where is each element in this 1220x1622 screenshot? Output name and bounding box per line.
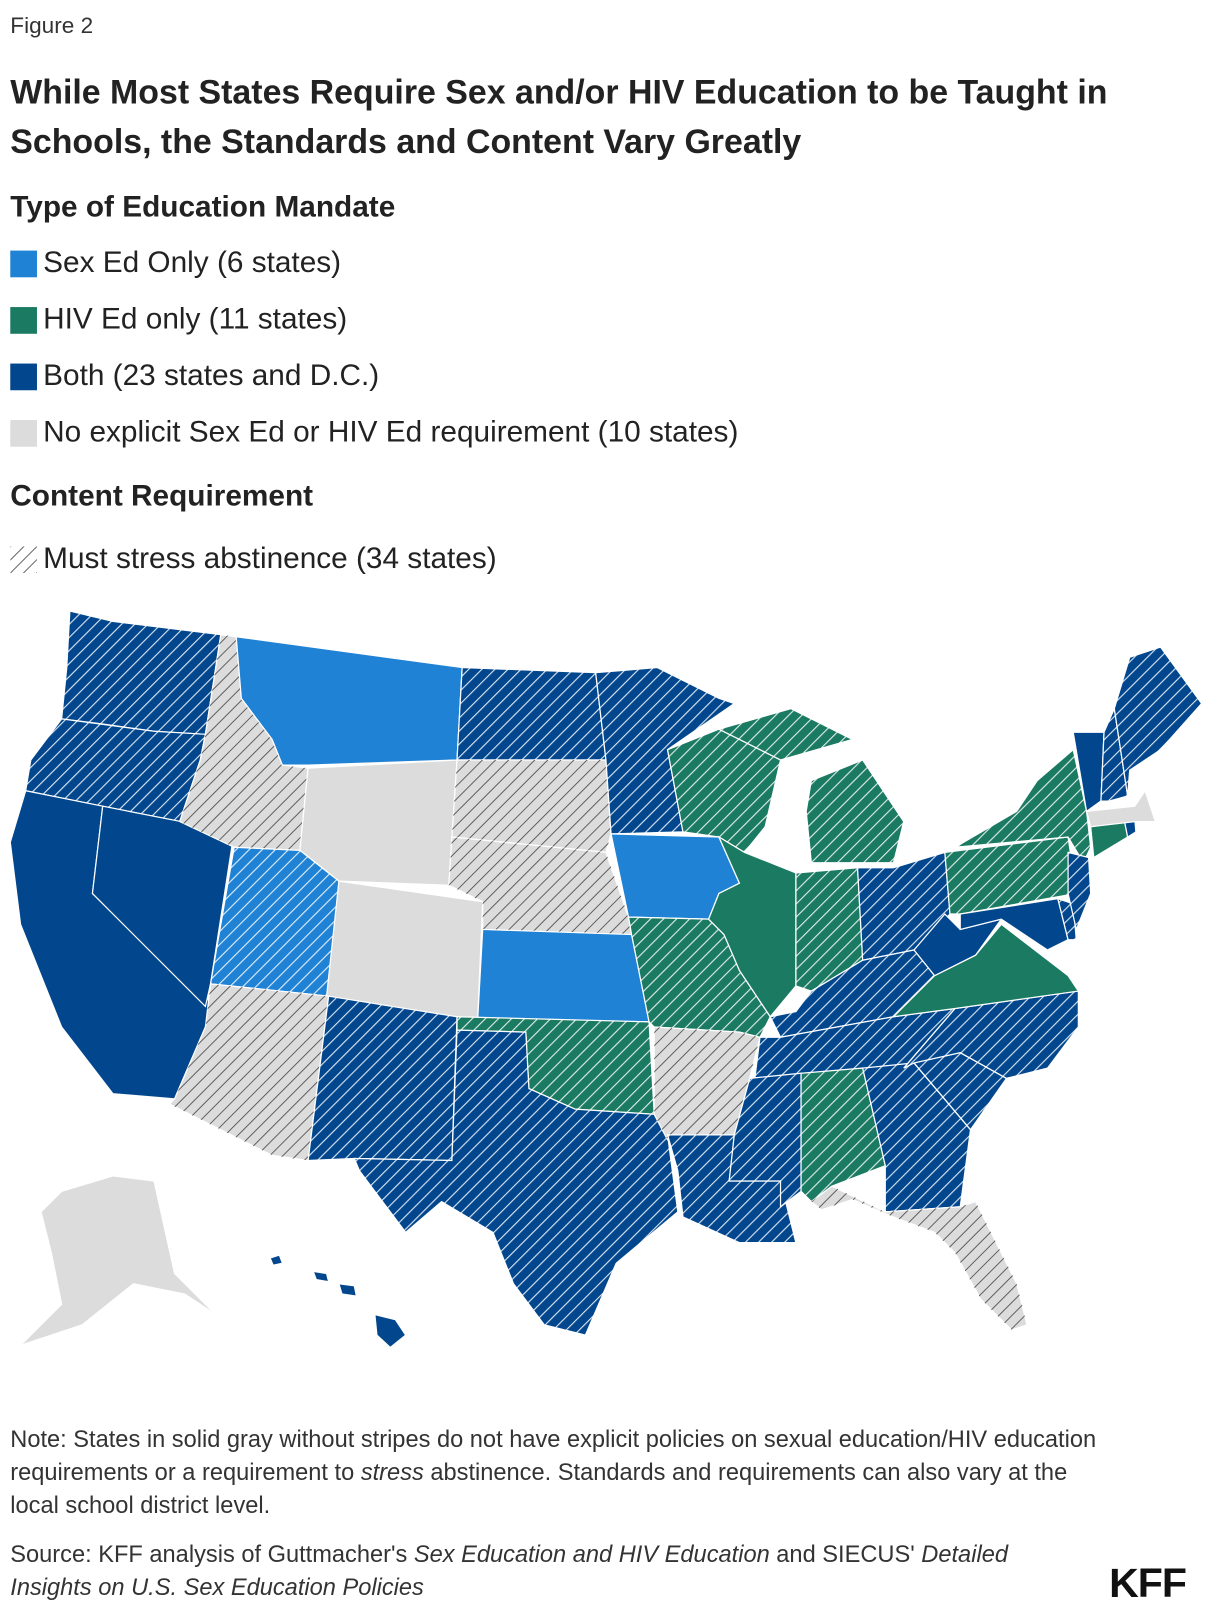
state-stripes xyxy=(857,852,950,961)
state-stripes xyxy=(944,837,1077,915)
figure-label: Figure 2 xyxy=(10,12,94,38)
legend-swatch xyxy=(10,363,37,390)
state-stripes xyxy=(210,847,339,997)
state-stripes xyxy=(667,729,781,853)
stripe-swatch xyxy=(10,545,37,573)
state-stripes xyxy=(770,949,935,1038)
legend-swatch xyxy=(10,306,37,334)
legend-label: HIV Ed only (11 states) xyxy=(43,302,348,336)
title: While Most States Require Sex and/or HIV… xyxy=(10,72,1108,161)
state-stripes xyxy=(179,634,309,851)
state-stripes xyxy=(654,1027,760,1140)
state xyxy=(338,1283,358,1297)
state-stripes xyxy=(308,996,458,1161)
map xyxy=(9,610,1203,1349)
state-stripes xyxy=(754,1008,956,1079)
state-stripes xyxy=(718,708,853,760)
source-text: Source: KFF analysis of Guttmacher's xyxy=(10,1540,414,1568)
legend-label: Both (23 states and D.C.) xyxy=(43,359,380,393)
source-text: Sex Education and HIV Education xyxy=(413,1540,770,1568)
state xyxy=(299,759,458,886)
state-stripes xyxy=(1100,708,1128,802)
state-stripes xyxy=(801,1068,886,1202)
state-stripes xyxy=(628,917,771,1038)
state-stripes xyxy=(667,1134,796,1243)
state-stripes xyxy=(806,759,904,863)
note: Note: States in solid gray without strip… xyxy=(10,1422,1099,1521)
state-stripes xyxy=(903,991,1079,1079)
state-stripes xyxy=(914,1052,1007,1130)
state-stripes xyxy=(169,983,329,1161)
note-text: stress xyxy=(360,1458,424,1486)
state-stripes xyxy=(61,611,221,735)
legend-title: Type of Education Mandate xyxy=(10,191,396,224)
state-stripes xyxy=(451,759,612,853)
state xyxy=(269,1254,284,1266)
state-stripes xyxy=(25,718,206,822)
state-stripes xyxy=(862,1062,971,1212)
state-stripes xyxy=(1114,647,1202,796)
state-stripes xyxy=(448,837,632,935)
source: Source: KFF analysis of Guttmacher's Sex… xyxy=(10,1537,1078,1603)
state-stripes xyxy=(795,867,863,992)
state xyxy=(476,928,650,1023)
legend-item: HIV Ed only (11 states) xyxy=(10,303,347,337)
legend-item: Must stress abstinence (34 states) xyxy=(10,542,497,576)
legend-label: Sex Ed Only (6 states) xyxy=(43,246,342,280)
state-stripes xyxy=(955,749,1091,863)
source-text: and SIECUS' xyxy=(769,1540,922,1568)
legend-label: No explicit Sex Ed or HIV Ed requirement… xyxy=(43,415,739,449)
state-stripes xyxy=(1068,852,1091,930)
state xyxy=(312,1270,330,1283)
source-text: Detailed Insights on U.S. Sex Education … xyxy=(10,1540,1008,1601)
legend-item: Sex Ed Only (6 states) xyxy=(10,246,341,280)
state-stripes xyxy=(729,1073,802,1207)
state-stripes xyxy=(457,667,606,760)
legend-title: Content Requirement xyxy=(10,479,314,513)
note-text: abstinence. Standards and requirements c… xyxy=(10,1458,1068,1518)
state xyxy=(1085,789,1157,828)
state-stripes xyxy=(457,1016,655,1115)
logo: KFF xyxy=(1109,1561,1187,1607)
legend-item: Both (23 states and D.C.) xyxy=(10,359,379,393)
note-text: Note: States in solid gray without strip… xyxy=(10,1425,1097,1486)
state-stripes xyxy=(595,667,735,834)
state-stripes xyxy=(354,1030,678,1336)
legend-item: No explicit Sex Ed or HIV Ed requirement… xyxy=(10,416,738,450)
state xyxy=(20,1175,217,1346)
state xyxy=(1090,820,1129,859)
state xyxy=(374,1313,407,1349)
state xyxy=(707,835,797,1018)
state-stripes xyxy=(811,1186,1027,1330)
legend-label: Must stress abstinence (34 states) xyxy=(43,542,497,576)
legend-swatch xyxy=(10,250,37,277)
legend-swatch xyxy=(10,419,37,447)
